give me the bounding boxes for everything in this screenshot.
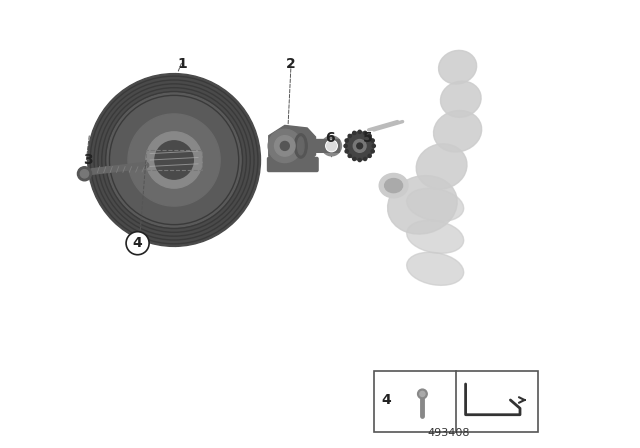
Circle shape: [268, 129, 301, 163]
Text: 6: 6: [324, 131, 335, 145]
Text: 493408: 493408: [428, 428, 470, 439]
Circle shape: [345, 139, 348, 142]
Circle shape: [420, 392, 425, 396]
Ellipse shape: [440, 81, 481, 117]
Circle shape: [371, 139, 374, 142]
Ellipse shape: [388, 176, 457, 234]
Ellipse shape: [406, 188, 464, 221]
Ellipse shape: [294, 134, 307, 158]
Ellipse shape: [380, 173, 408, 198]
Text: 5: 5: [363, 131, 373, 145]
Circle shape: [326, 140, 337, 152]
Circle shape: [107, 93, 241, 227]
Ellipse shape: [433, 111, 482, 152]
Text: 4: 4: [381, 393, 391, 407]
Circle shape: [357, 143, 363, 149]
Circle shape: [280, 142, 289, 151]
Circle shape: [364, 131, 367, 134]
Circle shape: [348, 134, 351, 138]
Ellipse shape: [385, 179, 403, 193]
Text: 3: 3: [83, 153, 93, 167]
Circle shape: [321, 136, 342, 156]
Circle shape: [364, 157, 367, 160]
Circle shape: [358, 159, 362, 162]
Ellipse shape: [406, 252, 464, 285]
Circle shape: [346, 132, 374, 160]
Circle shape: [275, 136, 295, 156]
Circle shape: [368, 154, 371, 158]
FancyBboxPatch shape: [311, 139, 339, 152]
Circle shape: [345, 150, 348, 153]
Circle shape: [77, 167, 92, 181]
Circle shape: [128, 114, 220, 206]
Circle shape: [344, 144, 348, 147]
Circle shape: [126, 232, 149, 255]
Ellipse shape: [168, 73, 184, 246]
Text: 2: 2: [286, 57, 296, 71]
Text: 1: 1: [177, 57, 188, 71]
Circle shape: [353, 131, 356, 134]
Circle shape: [358, 130, 362, 134]
Circle shape: [372, 144, 376, 147]
Text: 4: 4: [132, 236, 143, 250]
Polygon shape: [269, 125, 316, 166]
Circle shape: [146, 132, 202, 188]
Circle shape: [353, 157, 356, 160]
Circle shape: [326, 141, 337, 151]
Circle shape: [371, 150, 374, 153]
Circle shape: [88, 73, 260, 246]
FancyBboxPatch shape: [268, 157, 318, 172]
Ellipse shape: [416, 144, 467, 189]
Circle shape: [417, 389, 428, 399]
Ellipse shape: [406, 220, 464, 253]
Circle shape: [155, 141, 193, 179]
Circle shape: [353, 139, 366, 152]
Ellipse shape: [298, 137, 304, 155]
Circle shape: [81, 170, 89, 178]
Circle shape: [368, 134, 371, 138]
Ellipse shape: [438, 50, 477, 84]
Circle shape: [348, 154, 351, 158]
